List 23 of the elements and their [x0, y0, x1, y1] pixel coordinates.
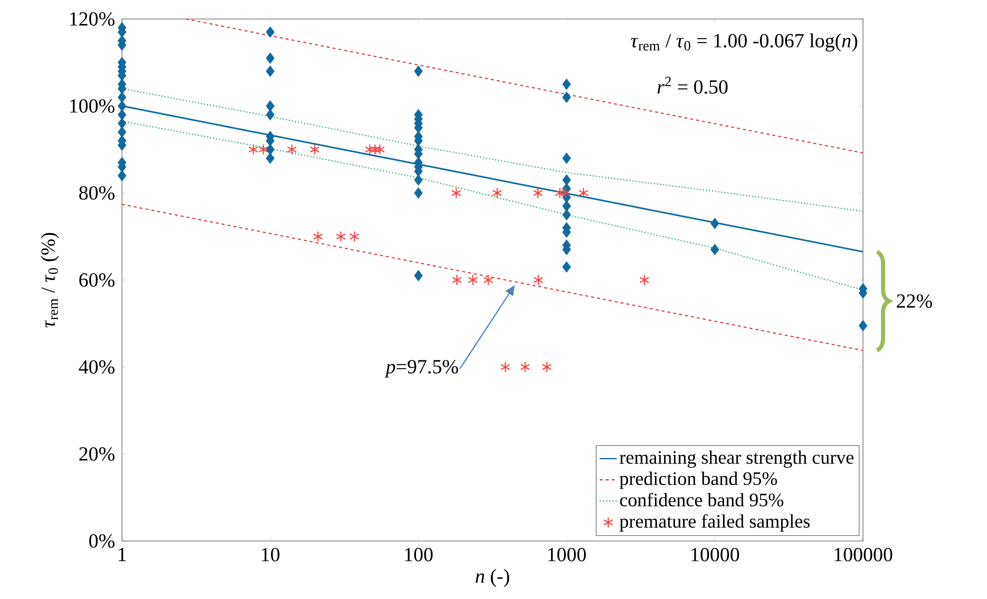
y-tick-label: 40% [78, 360, 114, 374]
legend-label: premature failed samples [620, 514, 810, 532]
y-tick-label: 80% [79, 186, 114, 200]
text: 22% [896, 294, 932, 308]
x-tick-label: 1 [118, 548, 126, 562]
y-tick-label: 100% [70, 99, 114, 113]
x-tick-label: 10 [262, 548, 280, 562]
y-tick-label: 20% [79, 447, 114, 461]
annotation: τ$_{rem}$ / τ$_{0}$ = 1.00 -0.067 log(n) [630, 33, 858, 52]
y-tick-label: 60% [79, 273, 114, 287]
legend-label: confidence band 95% [620, 492, 784, 506]
x-tick-label: 10000 [692, 548, 740, 562]
y-tick-label: 0% [89, 534, 114, 548]
x-tick-label: 100 [405, 548, 433, 562]
annotation: p=97.5% [384, 360, 458, 378]
legend-label: remaining shear strength curve [620, 450, 854, 468]
x-tick-label: 100000 [834, 548, 892, 562]
annotation: r$^{2}$ = 0.50 [658, 76, 728, 94]
legend-label: prediction band 95% [620, 472, 777, 489]
y-tick-label: 120% [70, 12, 114, 26]
y-axis-title: τ$_{rem}$ / τ$_{0}$ (%) [40, 232, 59, 328]
x-tick-label: 1000 [548, 548, 586, 562]
x-axis-title: n (-) [476, 568, 510, 588]
